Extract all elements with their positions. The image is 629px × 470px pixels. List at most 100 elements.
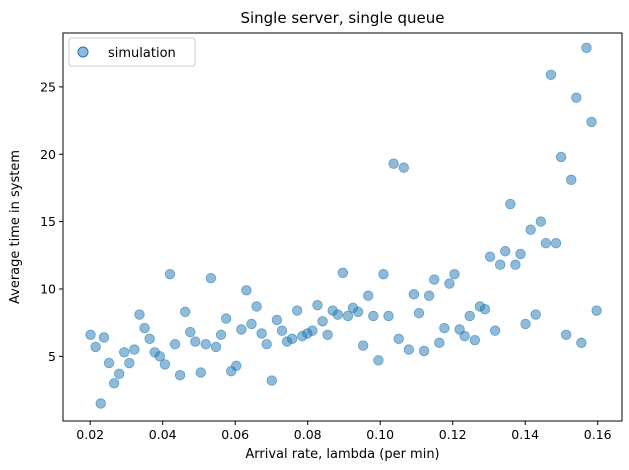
- data-point: [571, 92, 582, 103]
- data-point: [398, 162, 409, 173]
- data-point: [484, 251, 496, 262]
- data-point: [530, 309, 541, 320]
- x-tick-label: 0.14: [511, 427, 539, 442]
- data-point: [337, 267, 349, 279]
- data-point: [363, 290, 374, 301]
- data-point: [129, 344, 140, 355]
- data-point: [124, 357, 135, 369]
- data-point: [403, 344, 415, 355]
- plot-frame: [62, 32, 623, 422]
- data-point: [464, 310, 475, 322]
- scatter-markers: [85, 42, 602, 409]
- data-point: [500, 246, 511, 257]
- data-point: [525, 224, 536, 235]
- data-point: [317, 316, 328, 327]
- x-tick-label: 0.12: [439, 427, 467, 442]
- data-point: [200, 339, 212, 350]
- y-axis-label: Average time in system: [8, 150, 23, 304]
- data-point: [241, 285, 252, 296]
- data-point: [540, 237, 552, 249]
- data-point: [332, 309, 343, 320]
- data-point: [352, 306, 364, 318]
- legend: simulation: [68, 37, 196, 67]
- data-point: [550, 237, 562, 249]
- data-point: [312, 299, 323, 311]
- data-point: [95, 398, 106, 409]
- data-point: [185, 326, 196, 338]
- data-point: [108, 378, 120, 389]
- y-tick-label: 15: [40, 214, 56, 229]
- data-point: [85, 329, 96, 340]
- x-tick-label: 0.06: [221, 427, 249, 442]
- data-point: [378, 268, 389, 280]
- data-point: [291, 305, 303, 316]
- data-point: [144, 333, 155, 345]
- data-point: [119, 347, 130, 358]
- data-point: [159, 359, 171, 370]
- data-point: [98, 332, 110, 343]
- data-point: [322, 329, 333, 340]
- data-point: [439, 322, 450, 334]
- data-point: [113, 368, 125, 380]
- data-point: [205, 272, 217, 284]
- data-point: [429, 274, 440, 285]
- x-tick-label: 0.02: [76, 427, 104, 442]
- data-point: [413, 308, 425, 319]
- data-point: [210, 341, 222, 353]
- data-point: [560, 329, 572, 340]
- legend-box: [68, 37, 196, 67]
- data-point: [266, 375, 278, 386]
- y-tick-label: 20: [40, 147, 56, 162]
- data-point: [134, 309, 145, 320]
- y-axis-ticks: 5 10 15 20 25: [40, 79, 63, 364]
- data-point: [90, 341, 101, 353]
- data-point: [246, 318, 257, 330]
- data-point: [555, 151, 567, 163]
- data-point: [449, 268, 460, 280]
- y-tick-label: 10: [40, 281, 56, 296]
- data-point: [444, 278, 455, 289]
- x-axis-label: Arrival rate, lambda (per min): [245, 447, 439, 462]
- data-point: [510, 259, 521, 270]
- data-point: [169, 339, 181, 350]
- data-point: [164, 268, 176, 280]
- chart-title: Single server, single queue: [240, 9, 444, 27]
- x-tick-label: 0.16: [584, 427, 612, 442]
- data-point: [261, 339, 272, 350]
- data-point: [388, 158, 399, 169]
- data-point: [459, 330, 470, 342]
- data-point: [342, 310, 354, 322]
- data-point: [256, 328, 267, 339]
- data-point: [418, 345, 430, 357]
- data-point: [154, 351, 165, 362]
- x-tick-label: 0.04: [149, 427, 177, 442]
- data-point: [357, 340, 369, 351]
- data-point: [469, 334, 481, 346]
- data-point: [307, 325, 318, 336]
- data-point: [220, 313, 232, 324]
- data-point: [489, 325, 501, 336]
- data-point: [515, 248, 526, 260]
- data-point: [286, 333, 298, 345]
- data-point: [393, 333, 404, 345]
- data-point: [179, 306, 191, 318]
- data-point: [271, 314, 283, 326]
- y-tick-label: 5: [48, 349, 56, 364]
- data-point: [276, 325, 288, 336]
- data-point: [423, 290, 435, 301]
- data-point: [251, 301, 262, 312]
- data-point: [479, 303, 491, 315]
- x-axis-ticks: 0.02 0.04 0.06 0.08 0.10 0.12 0.14 0.16: [76, 421, 612, 442]
- data-point: [103, 357, 115, 369]
- legend-marker: [77, 46, 89, 58]
- data-point: [231, 360, 242, 371]
- data-point: [581, 42, 592, 54]
- data-point: [139, 322, 150, 334]
- data-point: [174, 369, 186, 381]
- data-point: [566, 174, 577, 186]
- data-point: [505, 198, 516, 210]
- data-point: [535, 216, 546, 227]
- data-point: [383, 310, 394, 322]
- x-tick-label: 0.10: [366, 427, 394, 442]
